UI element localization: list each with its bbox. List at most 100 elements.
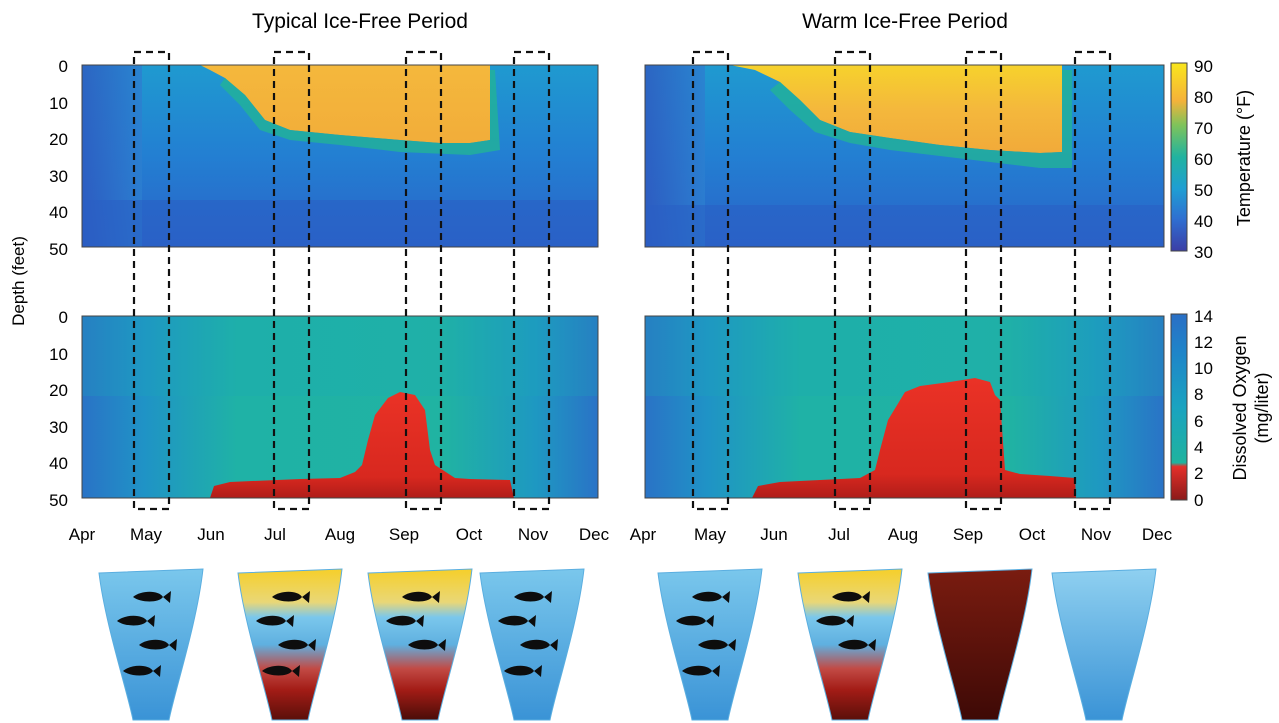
month-tick-label: Dec [1142,525,1173,544]
window-warm-nov [1073,50,1112,511]
fish-icon [139,639,177,651]
thermocline-band-warm [770,70,1072,168]
depth-tick-label: 50 [49,240,68,259]
depth-tick-label: 30 [49,418,68,437]
temperature-heatmap-typical-frame [81,64,599,248]
month-tick-label: Apr [630,525,657,544]
fish-icon [520,639,558,651]
colorbar-tick-label: 4 [1194,438,1203,457]
fish-icon [123,665,161,677]
fish-icon [133,591,171,603]
window-typical-may [132,50,171,511]
month-tick-label: Nov [518,525,549,544]
lake-profile-warm-nov [1051,568,1157,721]
month-tick-label: Sep [953,525,983,544]
month-tick-label: Aug [888,525,918,544]
window-typical-nov [512,50,551,511]
fish-icon [256,615,294,627]
colorbar-tick-label: 50 [1194,181,1213,200]
fish-icon [278,639,316,651]
window-typical-sep [404,50,443,511]
y-axis-label: Depth (feet) [9,236,28,326]
fish-icon [504,665,542,677]
colorbar-tick-label: 60 [1194,150,1213,169]
low-oxygen-zone-warm [752,378,1076,498]
oxygen-heatmap-warm [645,316,1164,498]
colorbar-tick-label: 90 [1194,57,1213,76]
snapshot-windows [132,50,1112,511]
colorbar-tick-label: 2 [1194,464,1203,483]
depth-tick-label: 0 [59,308,68,327]
colorbar-tick-label: 6 [1194,412,1203,431]
depth-ticks-top: 0 10 20 30 40 50 [49,57,68,259]
window-typical-jul [272,50,311,511]
left-panel-title: Typical Ice-Free Period [252,10,468,33]
temperature-colorbar-label: Temperature (°F) [1234,90,1254,226]
oxygen-colorbar-label-line1: Dissolved Oxygen [1230,335,1250,480]
temperature-heatmap-warm-frame [644,64,1165,248]
month-tick-label: Jul [828,525,850,544]
month-ticks-right: Apr May Jun Jul Aug Sep Oct Nov Dec [630,525,1173,544]
right-panel-title: Warm Ice-Free Period [802,10,1008,33]
oxygen-heatmap-warm-frame [644,315,1165,499]
lake-profiles [98,568,1157,721]
fish-icon [408,639,446,651]
fish-icon [682,665,720,677]
depth-tick-label: 30 [49,167,68,186]
low-oxygen-zone-typical [210,392,514,498]
fish-icon [402,591,440,603]
month-tick-label: May [130,525,163,544]
month-tick-label: Jul [264,525,286,544]
depth-tick-label: 10 [49,345,68,364]
oxygen-heatmap-typical-frame [81,315,599,499]
depth-tick-label: 0 [59,57,68,76]
month-tick-label: Jun [760,525,787,544]
colorbar-tick-label: 80 [1194,88,1213,107]
temperature-heatmap-typical [82,65,598,247]
depth-tick-label: 40 [49,203,68,222]
depth-tick-label: 20 [49,381,68,400]
depth-tick-label: 40 [49,454,68,473]
colorbar-tick-label: 70 [1194,119,1213,138]
window-warm-may [691,50,730,511]
colorbar-tick-label: 10 [1194,359,1213,378]
fish-icon [386,615,424,627]
fish-icon [832,591,870,603]
depth-tick-label: 50 [49,491,68,510]
month-tick-label: Sep [389,525,419,544]
month-ticks-left: Apr May Jun Jul Aug Sep Oct Nov Dec [69,525,610,544]
month-tick-label: Oct [456,525,483,544]
colorbar-tick-label: 40 [1194,212,1213,231]
fish-icon [692,591,730,603]
month-tick-label: May [694,525,727,544]
colorbar-tick-label: 12 [1194,333,1213,352]
colorbar-tick-label: 8 [1194,385,1203,404]
fish-icon [838,639,876,651]
fish-icon [117,615,155,627]
warm-layer-warm [730,65,1062,153]
depth-tick-label: 20 [49,130,68,149]
depth-ticks-bottom: 0 10 20 30 40 50 [49,308,68,510]
month-tick-label: Nov [1081,525,1112,544]
month-tick-label: Oct [1019,525,1046,544]
warm-layer-typical [200,65,490,143]
fish-icon [698,639,736,651]
oxygen-colorbar-label-line2: (mg/liter) [1252,373,1272,444]
window-warm-sep [964,50,1003,511]
fish-icon [262,665,300,677]
oxygen-colorbar: 14 12 10 8 6 4 2 0 Dissolved Oxygen (mg/… [1170,307,1272,510]
colorbar-tick-label: 14 [1194,307,1213,326]
window-warm-jul [833,50,872,511]
oxygen-heatmap-typical [82,316,598,498]
temperature-colorbar: 90 80 70 60 50 40 30 Temperature (°F) [1170,57,1254,262]
month-tick-label: Dec [579,525,610,544]
month-tick-label: Aug [325,525,355,544]
fish-icon [676,615,714,627]
colorbar-tick-label: 30 [1194,243,1213,262]
fish-icon [498,615,536,627]
temperature-heatmap-warm [645,65,1164,247]
colorbar-tick-label: 0 [1194,491,1203,510]
lake-profile-warm-sep [927,568,1033,721]
thermocline-band-typical [220,70,500,155]
